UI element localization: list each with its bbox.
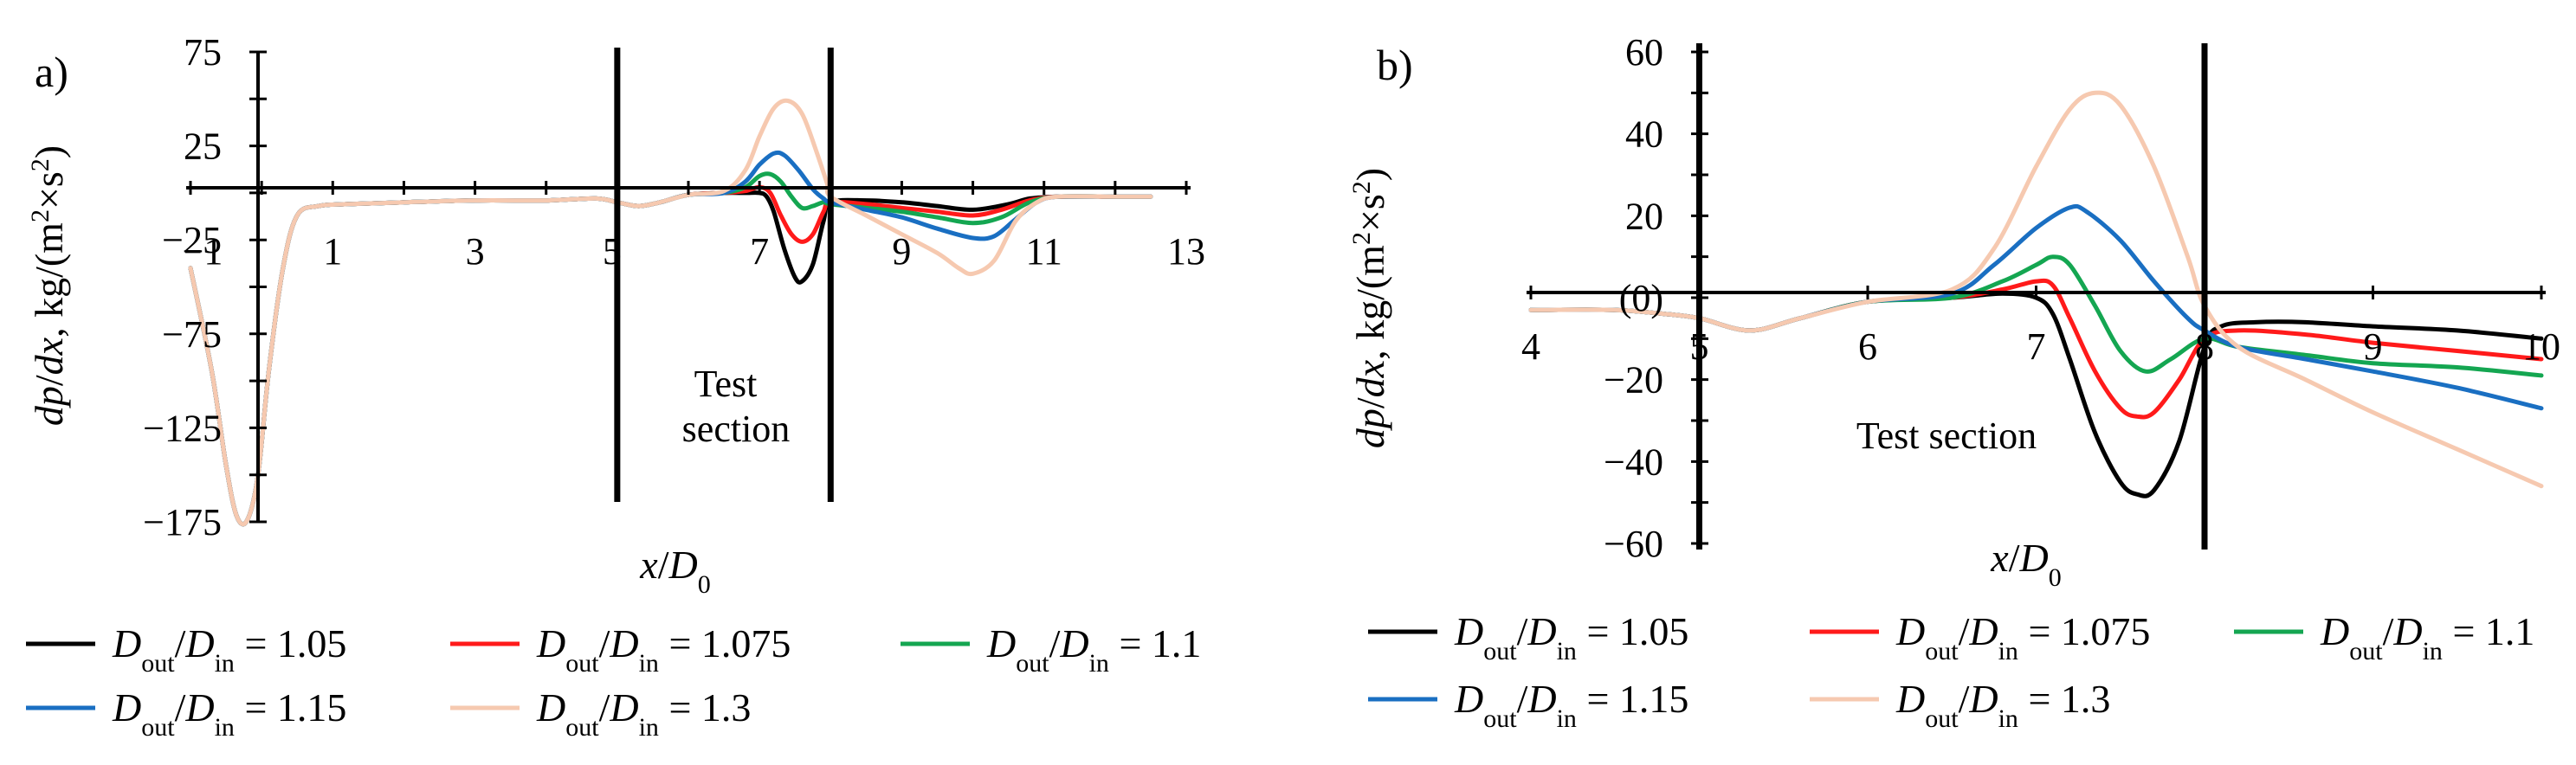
panel-a-y-tick-label: −125 <box>143 407 222 449</box>
panel-b-chart: b) 4 5 6 7 8 9 10 60 40 20 (0) −20 −40 −60 Test secti… <box>1347 31 2561 592</box>
panel-a-x-tick-label: −1 <box>183 230 223 273</box>
panel-b-legend: Dout/Din = 1.05 Dout/Din = 1.075 Dout/Din … <box>1368 609 2534 733</box>
panel-b-series-line-1 <box>1528 291 2544 498</box>
legend-item: Dout/Din = 1.1 <box>2234 609 2534 665</box>
legend-item: Dout/Din = 1.1 <box>901 621 1201 678</box>
legend-item: Dout/Din = 1.075 <box>1810 609 2150 665</box>
panel-b-x-tick-label: 5 <box>1690 325 1709 368</box>
legend-item: Dout/Din = 1.15 <box>1368 677 1688 733</box>
panel-a-y-axis-label: dp/dx, kg/(m2×s2) <box>26 145 72 426</box>
panel-b-y-tick-label: 60 <box>1625 31 1663 74</box>
panel-a-x-tick-label: 7 <box>750 230 769 273</box>
legend-item: Dout/Din = 1.3 <box>1810 677 2110 733</box>
panel-b-label: b) <box>1377 41 1413 89</box>
panel-b-y-tick-label: 20 <box>1625 195 1663 237</box>
panel-a-label: a) <box>35 48 68 96</box>
panel-b-ticks: 4 5 6 7 8 9 10 60 40 20 (0) −20 −40 −60 <box>1521 31 2560 565</box>
panel-b-x-tick-label: 10 <box>2522 325 2560 368</box>
legend-label: Dout/Din = 1.3 <box>536 685 751 742</box>
legend-label: Dout/Din = 1.05 <box>112 621 346 678</box>
panel-b-x-tick-label: 4 <box>1521 325 1540 368</box>
legend-item: Dout/Din = 1.15 <box>26 685 346 742</box>
panel-a-y-tick-label: −25 <box>162 219 222 261</box>
panel-a-y-tick-label: 75 <box>184 31 222 74</box>
panel-a-x-tick-label: 13 <box>1167 230 1205 273</box>
legend-label: Dout/Din = 1.15 <box>1454 677 1688 733</box>
panel-a-axes <box>186 48 1191 522</box>
panel-a-x-tick-label: 9 <box>892 230 911 273</box>
panel-b-series-line-4 <box>1528 203 2544 411</box>
panel-b-x-axis-label: x/D0 <box>1990 536 2061 592</box>
panel-b-x-tick-label: 9 <box>2364 325 2383 368</box>
panel-a-y-tick-label: −75 <box>162 313 222 356</box>
legend-label: Dout/Din = 1.1 <box>2320 609 2534 665</box>
panel-a-x-tick-label: 11 <box>1026 230 1062 273</box>
panel-b-y-tick-label: −20 <box>1604 359 1663 402</box>
legend-label: Dout/Din = 1.075 <box>536 621 791 678</box>
legend-item: Dout/Din = 1.3 <box>450 685 751 742</box>
legend-item: Dout/Din = 1.05 <box>26 621 346 678</box>
panel-a-x-tick-label: 1 <box>323 230 342 273</box>
panel-a-x-tick-label: 3 <box>466 230 485 273</box>
legend-label: Dout/Din = 1.05 <box>1454 609 1688 665</box>
panel-b-x-tick-label: 6 <box>1858 325 1877 368</box>
panel-b-y-tick-label: 40 <box>1625 113 1663 156</box>
panel-a-annotation-line1: Test <box>694 363 758 405</box>
legend-label: Dout/Din = 1.075 <box>1895 609 2150 665</box>
legend-label: Dout/Din = 1.3 <box>1895 677 2110 733</box>
panel-a-x-tick-label: 5 <box>603 230 622 273</box>
panel-b-series <box>1528 90 2544 498</box>
panel-b-x-tick-label: 8 <box>2195 325 2214 368</box>
panel-a-annotation-line2: section <box>682 408 791 450</box>
legend-item: Dout/Din = 1.075 <box>450 621 791 678</box>
panel-b-series-line-5 <box>1528 90 2544 489</box>
legend-label: Dout/Din = 1.1 <box>986 621 1201 678</box>
panel-a-y-tick-label: 25 <box>184 125 222 168</box>
panel-a-legend: Dout/Din = 1.05 Dout/Din = 1.075 Dout/Din … <box>26 621 1201 742</box>
legend-label: Dout/Din = 1.15 <box>112 685 346 742</box>
panel-a-series-line-5 <box>188 98 1153 527</box>
panel-b-annotation: Test section <box>1856 415 2037 457</box>
panel-b-x-tick-label: 7 <box>2027 325 2046 368</box>
panel-b-y-tick-label: −40 <box>1604 440 1663 483</box>
panel-b-y-axis-label: dp/dx, kg/(m2×s2) <box>1347 168 1393 448</box>
panel-a-y-tick-label: −175 <box>143 501 222 543</box>
legend-item: Dout/Din = 1.05 <box>1368 609 1688 665</box>
panel-a-series <box>188 98 1153 527</box>
panel-b-y-tick-label: −60 <box>1604 523 1663 565</box>
panel-b-y-tick-label: (0) <box>1619 277 1663 319</box>
panel-a-x-axis-label: x/D0 <box>639 543 710 599</box>
